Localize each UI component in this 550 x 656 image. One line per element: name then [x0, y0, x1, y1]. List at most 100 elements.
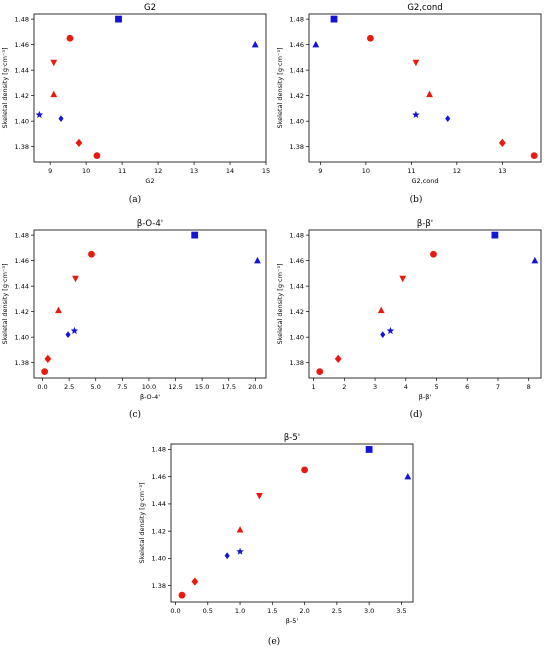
caption-b: (b): [409, 195, 423, 205]
data-point-triangle-up: [312, 40, 320, 48]
data-point-circle: [66, 34, 74, 42]
data-point-triangle-up: [236, 526, 244, 533]
x-axis-label: G2: [145, 177, 154, 185]
x-tick-label: 3.0: [364, 607, 374, 615]
y-tick-label: 1.42: [15, 308, 29, 316]
data-point-star: [236, 547, 244, 555]
x-tick-label: 1.0: [235, 607, 245, 615]
chart-panel-b: G2,cond 9 10 11 12 13 1.38 1.40 1.42 1.44 1.46 1.48…: [275, 0, 550, 200]
chart-title: β-5': [284, 433, 300, 443]
x-tick-label: 17.5: [222, 383, 236, 391]
x-tick-label: 12: [154, 167, 162, 175]
data-points: [35, 15, 259, 160]
data-point-triangle-up: [426, 90, 433, 98]
chart-title: G2: [144, 3, 156, 13]
data-point-diamond: [334, 354, 342, 363]
data-point-diamond: [191, 577, 199, 586]
y-tick-label: 1.42: [290, 308, 304, 316]
x-tick-label: 13: [190, 167, 198, 175]
data-point-triangle-up: [404, 472, 412, 480]
x-axis-label: G2,cond: [411, 177, 438, 185]
y-tick-label: 1.44: [152, 500, 166, 508]
plot-frame: [33, 13, 267, 163]
x-tick-label: 14: [226, 167, 234, 175]
y-tick-label: 1.44: [290, 282, 304, 290]
y-tick-label: 1.44: [15, 66, 29, 74]
data-point-circle: [367, 34, 374, 42]
x-tick-label: 9: [48, 167, 52, 175]
x-tick-label: 2.0: [299, 607, 309, 615]
y-tick-label: 1.44: [290, 66, 304, 74]
y-tick-label: 1.46: [290, 41, 304, 49]
data-point-triangle-down: [72, 275, 79, 283]
x-tick-label: 5: [434, 383, 438, 391]
y-tick-label: 1.38: [290, 143, 304, 151]
data-point-triangle-down: [50, 59, 58, 67]
data-point-triangle-down: [256, 493, 263, 500]
plot-frame: [308, 13, 542, 163]
y-tick-label: 1.48: [290, 231, 304, 239]
y-tick-label: 1.46: [290, 257, 304, 265]
data-point-circle: [530, 152, 538, 160]
x-tick-label: 3.5: [396, 607, 406, 615]
chart-c: β-O-4' 0.0 2.5 5.0 7.5 10.0 12.5 15.0 17.5 20.0 1.…: [1, 219, 267, 401]
y-tick-label: 1.46: [152, 473, 166, 481]
y-tick-label: 1.40: [290, 117, 304, 125]
x-tick-label: 2: [342, 383, 346, 391]
y-axis-label: Skeletal density [g·cm⁻³]: [276, 264, 284, 345]
data-point-plus: [224, 552, 230, 560]
y-tick-label: 1.46: [15, 257, 29, 265]
chart-b: G2,cond 9 10 11 12 13 1.38 1.40 1.42 1.44 1.46 1.48…: [276, 3, 542, 185]
y-tick-label: 1.38: [15, 359, 29, 367]
chart-panel-c: β-O-4' 0.0 2.5 5.0 7.5 10.0 12.5 15.0 17.5 20.0 1.…: [0, 218, 275, 418]
y-tick-label: 1.48: [152, 446, 166, 454]
x-tick-label: 15: [262, 167, 270, 175]
data-point-circle: [430, 250, 437, 258]
y-tick-label: 1.48: [15, 15, 29, 23]
data-point-triangle-up: [50, 90, 58, 98]
chart-panel-a: G2 9 10 11 12 13 14 15 1.38 1.40 1.42 1.44 1.46 1.48 G…: [0, 0, 275, 200]
x-tick-label: 10.0: [142, 383, 156, 391]
data-point-star: [386, 326, 395, 334]
y-tick-label: 1.38: [290, 359, 304, 367]
x-tick-label: 12: [453, 167, 461, 175]
data-point-diamond: [498, 138, 506, 147]
y-tick-label: 1.42: [290, 92, 304, 100]
y-tick-label: 1.40: [152, 555, 166, 563]
chart-d: β-β' 1 2 3 4 5 6 7 8 1.38 1.40 1.42 1.44 1.46 1.48 β-β'…: [276, 219, 542, 401]
y-tick-label: 1.40: [290, 333, 304, 341]
x-tick-label: 13: [498, 167, 506, 175]
data-point-plus: [58, 115, 64, 123]
y-axis-label: Skeletal density [g·cm⁻³]: [1, 264, 9, 345]
x-tick-label: 15.0: [195, 383, 209, 391]
data-point-plus: [380, 331, 386, 339]
x-tick-label: 10: [82, 167, 90, 175]
x-tick-label: 12.5: [168, 383, 182, 391]
data-points: [312, 15, 538, 160]
x-tick-label: 11: [118, 167, 126, 175]
y-tick-label: 1.38: [15, 143, 29, 151]
x-tick-label: 6: [465, 383, 469, 391]
x-tick-label: 4: [404, 383, 408, 391]
y-tick-label: 1.42: [15, 92, 29, 100]
plot-frame: [308, 229, 542, 379]
data-point-circle: [316, 368, 324, 376]
x-tick-label: 3: [373, 383, 377, 391]
data-point-square: [330, 15, 338, 23]
x-tick-label: 2.5: [64, 383, 74, 391]
chart-title: G2,cond: [407, 3, 442, 13]
chart-e: β-5' 0.0 0.5 1.0 1.5 2.0 2.5 3.0 3.5 1.38 1.40 1.42…: [138, 433, 414, 625]
x-tick-label: 10: [362, 167, 370, 175]
chart-title: β-O-4': [137, 219, 163, 229]
x-tick-label: 11: [407, 167, 415, 175]
data-point-square: [365, 446, 373, 453]
data-point-star: [412, 110, 420, 118]
x-axis-label: β-5': [286, 617, 299, 625]
x-tick-label: 7: [496, 383, 500, 391]
x-tick-label: 0.5: [203, 607, 213, 615]
data-point-circle: [88, 250, 95, 258]
data-point-diamond: [44, 354, 52, 363]
data-point-plus: [445, 115, 451, 123]
data-point-circle: [178, 591, 186, 599]
data-point-triangle-up: [531, 256, 539, 264]
